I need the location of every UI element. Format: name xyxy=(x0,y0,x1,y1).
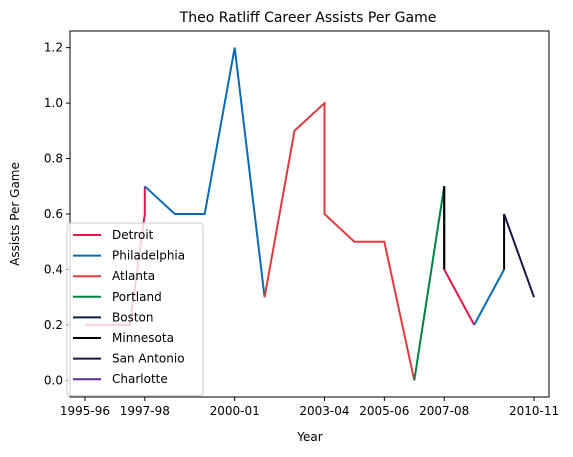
x-tick-label-5: 2007-08 xyxy=(419,404,469,418)
x-tick-label-2: 2000-01 xyxy=(210,404,260,418)
series-line-3 xyxy=(413,186,446,381)
chart-title: Theo Ratliff Career Assists Per Game xyxy=(179,10,437,26)
y-tick-label-0: 0.0 xyxy=(44,373,63,387)
series-line-7 xyxy=(473,269,505,326)
x-tick-label-3: 2003-04 xyxy=(299,404,349,418)
legend: Detroit Philadelphia Atlanta Portland Boston… xyxy=(66,222,204,397)
legend-label-4: Boston xyxy=(112,310,153,324)
legend-label-5: Minnesota xyxy=(112,331,174,345)
y-axis-label: Assists Per Game xyxy=(8,162,22,266)
legend-label-6: San Antonio xyxy=(112,352,185,366)
y-tick-label-5: 1.0 xyxy=(44,96,63,110)
plot-lines xyxy=(85,47,535,381)
series-line-2 xyxy=(263,100,416,381)
y-tick-label-4: 0.8 xyxy=(44,152,63,166)
y-tick-label-1: 0.2 xyxy=(44,318,63,332)
x-tick-label-4: 2005-06 xyxy=(359,404,409,418)
x-axis: 1995-96 1997-98 2000-01 2003-04 2005-06 2007-… xyxy=(60,397,559,418)
y-tick-label-6: 1.2 xyxy=(44,41,63,55)
legend-label-1: Philadelphia xyxy=(112,249,185,263)
legend-label-2: Atlanta xyxy=(112,269,155,283)
x-tick-label-1: 1997-98 xyxy=(120,404,170,418)
series-line-1 xyxy=(144,47,266,298)
legend-label-7: Charlotte xyxy=(112,372,168,386)
legend-label-0: Detroit xyxy=(112,228,154,242)
x-tick-label-6: 2010-11 xyxy=(509,404,559,418)
y-axis: 0.0 0.2 0.4 0.6 0.8 1.0 1.2 xyxy=(44,41,70,387)
series-line-6 xyxy=(443,269,476,326)
legend-label-3: Portland xyxy=(112,290,162,304)
series-line-9 xyxy=(503,213,535,298)
legend-box xyxy=(66,222,204,397)
y-tick-label-2: 0.4 xyxy=(44,262,63,276)
y-tick-label-3: 0.6 xyxy=(44,207,63,221)
x-tick-label-0: 1995-96 xyxy=(60,404,110,418)
x-axis-label: Year xyxy=(296,430,322,444)
